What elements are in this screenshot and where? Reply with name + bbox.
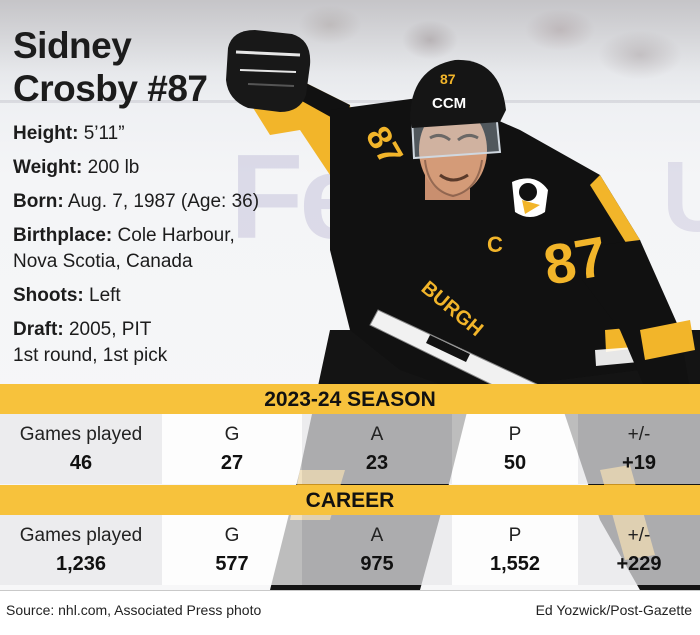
- bio-birthplace: Birthplace: Cole Harbour, Nova Scotia, C…: [13, 223, 273, 275]
- stat-label: G: [224, 424, 240, 445]
- stat-label: G: [224, 525, 240, 546]
- stat-label: P: [508, 525, 522, 546]
- player-name-first: Sidney: [13, 25, 132, 66]
- stat-value: 27: [220, 452, 244, 474]
- artist-credit: Ed Yozwick/Post-Gazette: [535, 602, 692, 618]
- birthplace-value: Cole Harbour, Nova Scotia, Canada: [13, 225, 235, 272]
- stat-value: 23: [365, 452, 389, 474]
- stat-label: Games played: [19, 424, 143, 445]
- stat-label: P: [508, 424, 522, 445]
- glove: [226, 30, 311, 112]
- rink-boards: [0, 100, 700, 103]
- shoots-value: Left: [83, 285, 121, 306]
- bio-weight: Weight: 200 lb: [13, 155, 303, 181]
- season-games-played: Games played 46: [0, 414, 162, 484]
- born-value: Aug. 7, 1987 (Age: 36): [63, 191, 260, 212]
- player-name: Sidney Crosby #87: [13, 24, 208, 110]
- season-header: 2023-24 SEASON: [0, 384, 700, 414]
- stat-value: 975: [360, 553, 394, 575]
- crowd-background: [0, 0, 700, 105]
- career-goals: G 577: [162, 515, 302, 585]
- career-stats-row: Games played 1,236 G 577 A 975 P 1,552 +…: [0, 515, 700, 585]
- season-assists: A 23: [302, 414, 452, 484]
- penguin-logo: [512, 178, 548, 217]
- stat-label: A: [370, 525, 384, 546]
- stat-label: +/-: [627, 424, 651, 445]
- bio-block: Height: 5’11” Weight: 200 lb Born: Aug. …: [13, 121, 303, 377]
- stat-value: 46: [69, 452, 93, 474]
- bio-shoots: Shoots: Left: [13, 283, 303, 309]
- svg-text:87: 87: [539, 224, 611, 297]
- stat-value: 1,236: [55, 553, 107, 575]
- stat-label: A: [370, 424, 384, 445]
- bio-born: Born: Aug. 7, 1987 (Age: 36): [13, 189, 303, 215]
- career-points: P 1,552: [452, 515, 578, 585]
- weight-label: Weight:: [13, 157, 83, 178]
- stat-value: 1,552: [489, 553, 541, 575]
- svg-text:C: C: [487, 232, 503, 257]
- draft-detail: 1st round, 1st pick: [13, 345, 168, 366]
- bio-height: Height: 5’11”: [13, 121, 303, 147]
- svg-text:87: 87: [440, 71, 456, 87]
- career-header: CAREER: [0, 485, 700, 515]
- footer: Source: nhl.com, Associated Press photo …: [0, 590, 700, 635]
- birthplace-label: Birthplace:: [13, 225, 113, 246]
- stat-label: +/-: [627, 525, 651, 546]
- height-label: Height:: [13, 123, 79, 144]
- shoots-label: Shoots:: [13, 285, 84, 306]
- stat-label: Games played: [19, 525, 143, 546]
- stat-value: 577: [215, 553, 249, 575]
- born-label: Born:: [13, 191, 64, 212]
- stat-value: +19: [622, 452, 656, 474]
- svg-text:CCM: CCM: [432, 95, 466, 112]
- career-assists: A 975: [302, 515, 452, 585]
- career-plus-minus: +/- +229: [578, 515, 700, 585]
- bio-draft: Draft: 2005, PIT 1st round, 1st pick: [13, 317, 303, 369]
- career-games-played: Games played 1,236: [0, 515, 162, 585]
- stat-value: +229: [616, 553, 662, 575]
- draft-value: 2005, PIT: [63, 319, 152, 340]
- source-credit: Source: nhl.com, Associated Press photo: [6, 602, 262, 618]
- season-goals: G 27: [162, 414, 302, 484]
- season-stats-row: Games played 46 G 27 A 23 P 50 +/- +19: [0, 414, 700, 484]
- stat-value: 50: [503, 452, 527, 474]
- weight-value: 200 lb: [82, 157, 140, 178]
- season-points: P 50: [452, 414, 578, 484]
- draft-label: Draft:: [13, 319, 64, 340]
- player-name-last: Crosby #87: [13, 68, 208, 109]
- season-plus-minus: +/- +19: [578, 414, 700, 484]
- height-value: 5’11”: [78, 123, 125, 144]
- rink-ad-lettering-right: U: [662, 141, 700, 253]
